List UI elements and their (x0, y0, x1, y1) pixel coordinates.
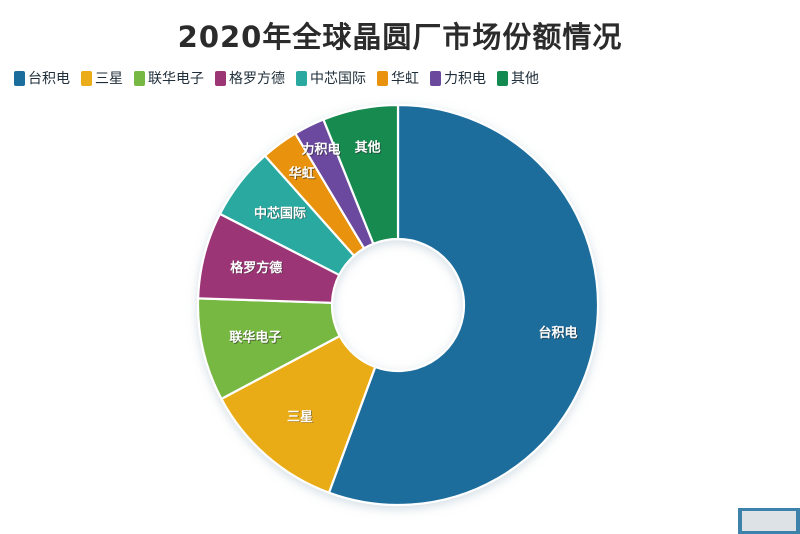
slice-label-3: 格罗方德 (230, 260, 282, 276)
donut-slices-group (196, 103, 600, 507)
legend-label: 中芯国际 (310, 71, 366, 87)
slice-label-6: 力积电 (301, 141, 340, 157)
slice-label-2: 联华电子 (229, 330, 281, 346)
legend-label: 华虹 (391, 71, 419, 87)
legend-swatch-icon (497, 70, 508, 86)
legend-swatch-icon (81, 70, 92, 86)
legend-swatch-icon (377, 70, 388, 86)
slice-label-shadow-0: 台积电 (539, 326, 578, 342)
page-title: 2020年全球晶圆厂市场份额情况 (177, 20, 623, 54)
legend-label: 力积电 (444, 71, 486, 87)
slice-label-5: 华虹 (289, 166, 315, 182)
legend-label: 其他 (511, 71, 539, 87)
legend-swatch-icon (215, 70, 226, 86)
legend-item-4[interactable]: 中芯国际 (296, 68, 366, 88)
legend-item-5[interactable]: 华虹 (377, 68, 419, 88)
chart-legend: 台积电 三星 联华电子 格罗方德 中芯国际 华虹 力积电 其他 (14, 68, 550, 88)
legend-swatch-icon (14, 70, 25, 86)
legend-item-0[interactable]: 台积电 (14, 68, 70, 88)
slice-label-shadow-5: 华虹 (290, 166, 316, 182)
slice-label-4: 中芯国际 (254, 205, 306, 221)
legend-label: 格罗方德 (229, 71, 285, 87)
slice-label-0: 台积电 (538, 325, 577, 341)
legend-swatch-icon (430, 70, 441, 86)
legend-item-3[interactable]: 格罗方德 (215, 68, 285, 88)
legend-label: 三星 (95, 71, 123, 87)
legend-label: 联华电子 (148, 71, 204, 87)
slice-label-shadow-4: 中芯国际 (255, 206, 307, 222)
legend-swatch-icon (134, 70, 145, 86)
pie-slice-7[interactable] (321, 103, 400, 246)
pie-slice-0[interactable] (327, 103, 600, 507)
legend-item-7[interactable]: 其他 (497, 68, 539, 88)
slice-label-shadow-7: 其他 (356, 141, 382, 157)
slice-label-1: 三星 (287, 410, 313, 425)
corner-watermark-badge (738, 508, 800, 534)
legend-label: 台积电 (28, 71, 70, 87)
slice-label-shadow-1: 三星 (288, 411, 314, 426)
corner-watermark-inner (742, 511, 796, 531)
pie-slice-1[interactable] (219, 334, 377, 495)
slice-label-shadow-3: 格罗方德 (231, 261, 283, 277)
legend-swatch-icon (296, 70, 307, 86)
legend-item-1[interactable]: 三星 (81, 68, 123, 88)
legend-item-6[interactable]: 力积电 (430, 68, 486, 88)
slice-label-shadow-2: 联华电子 (230, 330, 282, 346)
slice-label-7: 其他 (355, 140, 381, 156)
slice-label-shadow-6: 力积电 (302, 142, 341, 158)
legend-item-2[interactable]: 联华电子 (134, 68, 204, 88)
